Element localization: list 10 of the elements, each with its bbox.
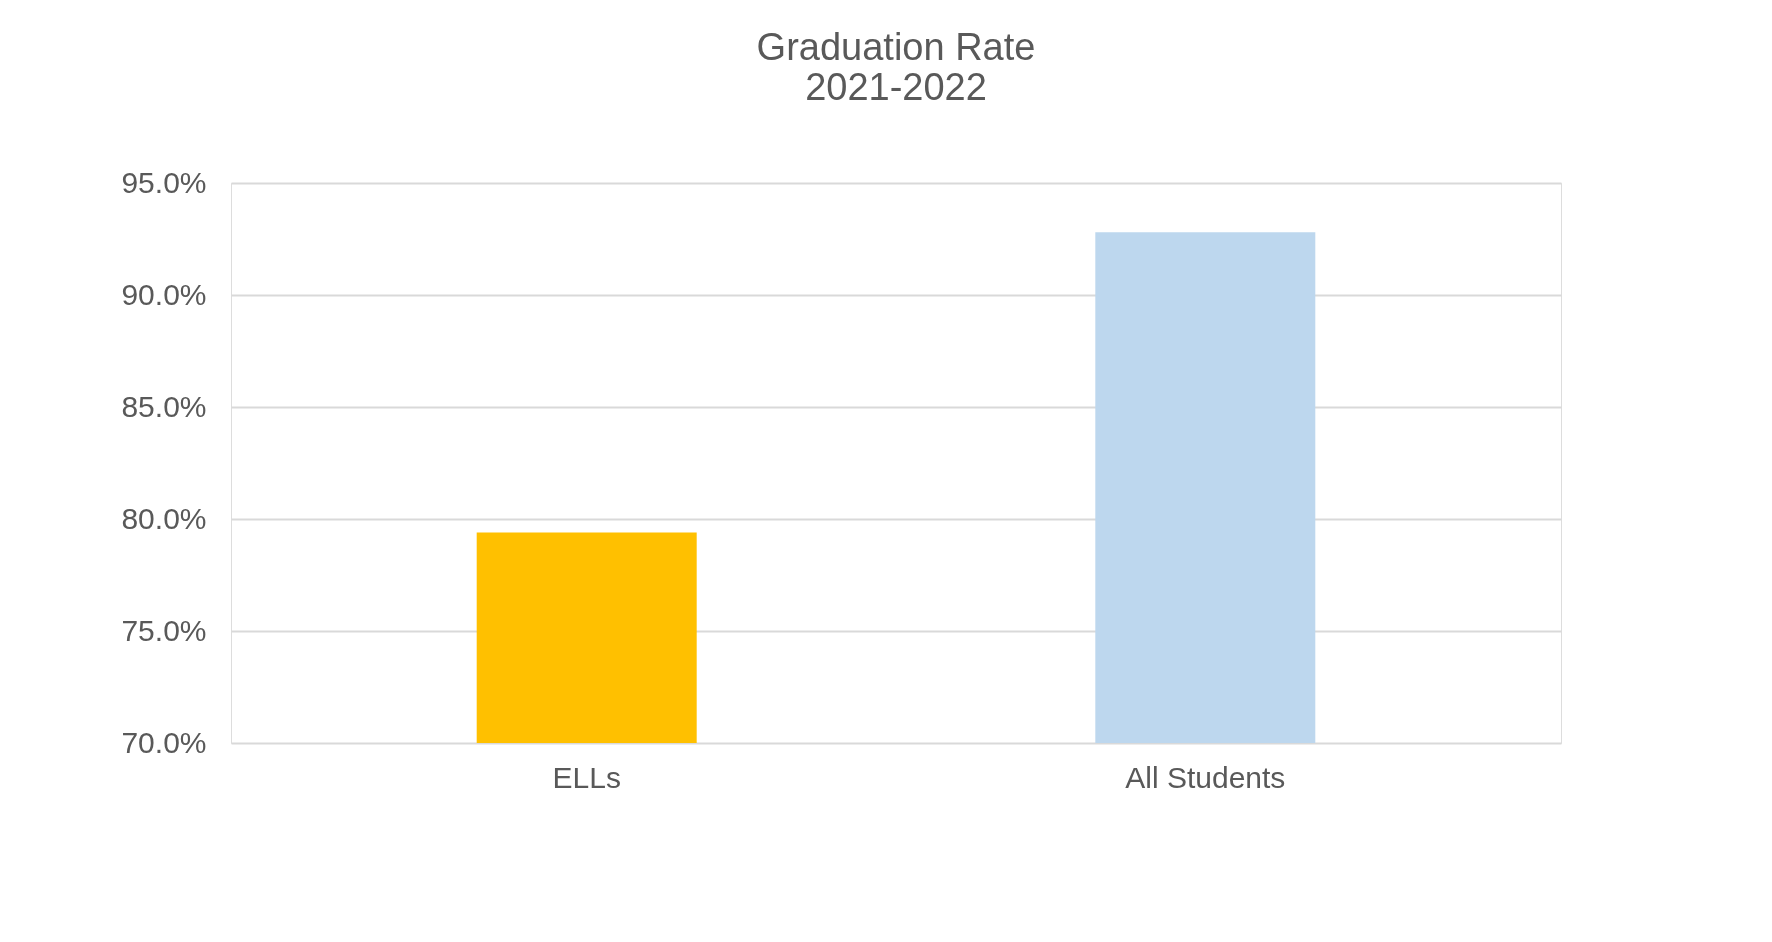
y-tick-label: 75.0% <box>121 613 207 647</box>
y-tick-label: 85.0% <box>121 389 207 423</box>
y-tick-label: 95.0% <box>121 165 207 199</box>
text: Graduation Rate <box>756 26 1036 68</box>
y-tick-label: 90.0% <box>121 277 207 311</box>
y-tick-label: 80.0% <box>121 501 207 535</box>
x-tick-label: All Students <box>1125 760 1286 794</box>
x-tick-label: ELLs <box>552 760 621 794</box>
y-tick-label: 70.0% <box>121 725 207 759</box>
text: 2021-2022 <box>805 66 987 108</box>
